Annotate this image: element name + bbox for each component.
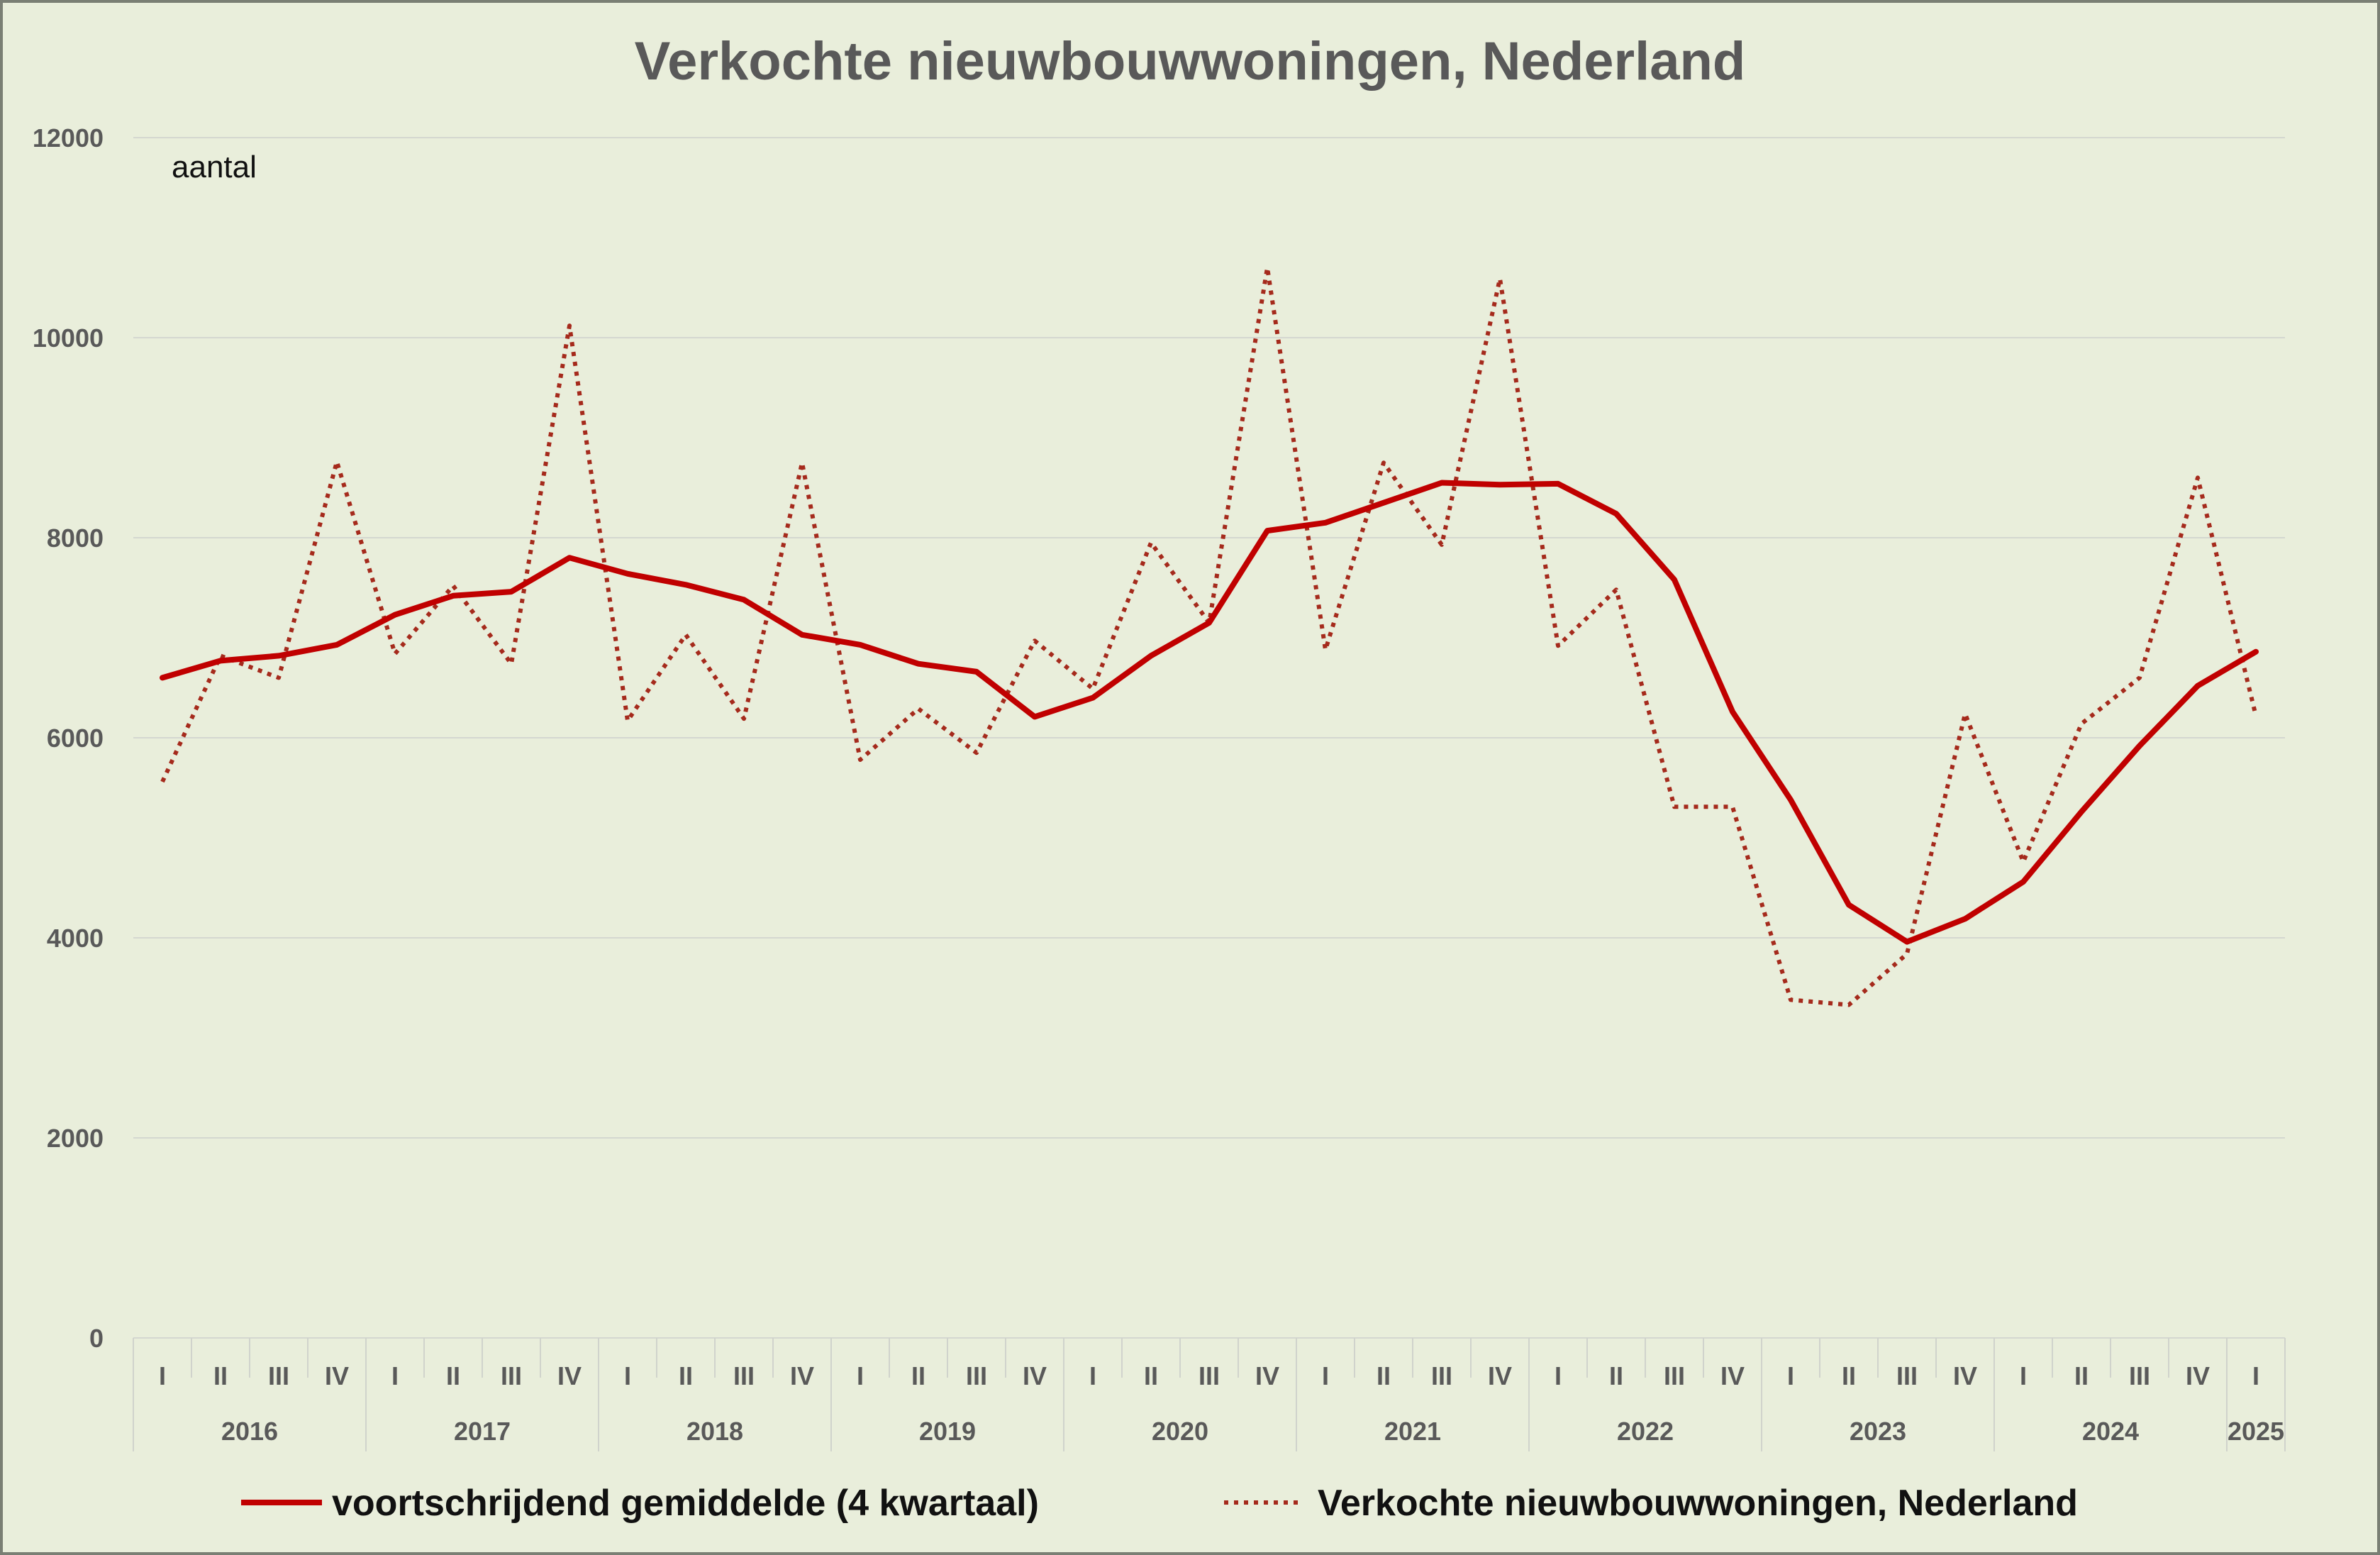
quarter-tick-label: III [268, 1361, 289, 1390]
quarter-tick-label: II [1377, 1361, 1391, 1390]
quarter-tick-label: I [1322, 1361, 1329, 1390]
y-tick-label: 4000 [47, 924, 104, 953]
year-label: 2019 [919, 1417, 976, 1446]
quarter-tick-label: III [1664, 1361, 1685, 1390]
quarter-tick-label: IV [790, 1361, 814, 1390]
quarter-tick-label: III [1896, 1361, 1918, 1390]
legend-label: voortschrijdend gemiddelde (4 kwartaal) [332, 1483, 1039, 1524]
year-label: 2021 [1384, 1417, 1441, 1446]
quarter-tick-label: III [966, 1361, 987, 1390]
quarter-tick-label: IV [1255, 1361, 1279, 1390]
series-line-moving-average [160, 480, 2259, 945]
quarter-tick-label: II [911, 1361, 925, 1390]
y-tick-label: 6000 [47, 724, 104, 753]
year-label: 2022 [1617, 1417, 1674, 1446]
quarter-tick-label: II [1842, 1361, 1856, 1390]
year-label: 2024 [2082, 1417, 2139, 1446]
x-axis: I II III IV I II III IV I II III IV I II III IV I II III IV… [133, 1338, 2286, 1451]
quarter-tick-label: I [2252, 1361, 2259, 1390]
quarter-tick-label: IV [557, 1361, 582, 1390]
y-axis: 0 2000 4000 6000 8000 10000 12000 [33, 123, 104, 1353]
quarter-tick-label: III [733, 1361, 755, 1390]
gridlines [133, 137, 2285, 1339]
quarter-tick-label: I [391, 1361, 399, 1390]
year-label: 2016 [221, 1417, 278, 1446]
quarter-tick-label: II [1144, 1361, 1158, 1390]
quarter-tick-label: II [679, 1361, 693, 1390]
unit-label: aantal [172, 150, 257, 184]
quarter-tick-label: I [1555, 1361, 1562, 1390]
legend: voortschrijdend gemiddelde (4 kwartaal) V… [241, 1483, 2078, 1524]
quarter-tick-label: IV [2186, 1361, 2210, 1390]
y-tick-label: 2000 [47, 1124, 104, 1153]
quarter-tick-label: I [2020, 1361, 2027, 1390]
quarter-tick-label: IV [1488, 1361, 1512, 1390]
quarter-tick-label: III [501, 1361, 522, 1390]
year-label: 2017 [454, 1417, 511, 1446]
legend-label: Verkochte nieuwbouwwoningen, Nederland [1318, 1483, 2078, 1524]
quarter-tick-label: I [624, 1361, 631, 1390]
year-label: 2023 [1850, 1417, 1906, 1446]
quarter-tick-label: III [1199, 1361, 1220, 1390]
y-tick-label: 10000 [33, 323, 104, 353]
y-tick-label: 12000 [33, 123, 104, 153]
quarter-tick-label: II [213, 1361, 228, 1390]
year-label: 2025 [2228, 1417, 2284, 1446]
quarter-tick-label: II [2074, 1361, 2089, 1390]
quarter-tick-label: III [2129, 1361, 2150, 1390]
chart-title: Verkochte nieuwbouwwoningen, Nederland [635, 31, 1746, 92]
y-tick-label: 0 [89, 1324, 104, 1353]
quarter-tick-label: IV [1720, 1361, 1745, 1390]
quarter-tick-label: I [1787, 1361, 1794, 1390]
quarter-tick-label: I [857, 1361, 864, 1390]
y-tick-label: 8000 [47, 524, 104, 553]
quarter-tick-label: I [1089, 1361, 1096, 1390]
quarter-tick-label: IV [1023, 1361, 1047, 1390]
year-label: 2020 [1152, 1417, 1208, 1446]
quarter-tick-label: III [1431, 1361, 1452, 1390]
series-lines [160, 265, 2259, 1007]
year-label: 2018 [686, 1417, 743, 1446]
quarter-tick-label: IV [325, 1361, 349, 1390]
quarter-tick-label: II [1609, 1361, 1623, 1390]
quarter-tick-label: II [446, 1361, 460, 1390]
quarter-tick-label: I [159, 1361, 166, 1390]
quarter-tick-label: IV [1953, 1361, 1977, 1390]
